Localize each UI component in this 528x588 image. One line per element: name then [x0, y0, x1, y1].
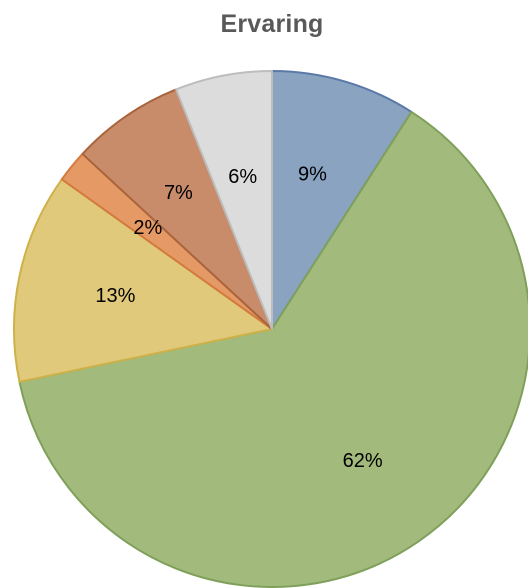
pie-labels: 9% 62% 13% 2%7% 6% [95, 164, 383, 472]
chart-title: Ervaring [220, 10, 324, 38]
pie-slice-3 [13, 178, 273, 383]
pie-slices [13, 70, 528, 588]
pie-slice-6 [175, 70, 273, 330]
pie-slice-label-2: 62% [343, 450, 383, 472]
pie-slice-1 [271, 70, 413, 330]
pie-slice-label-5: 7% [164, 182, 193, 204]
pie-slice-5 [81, 88, 273, 330]
pie-slice-label-3: 13% [95, 285, 135, 307]
pie-slice-2 [18, 110, 528, 588]
pie-slice-label-4: 2% [133, 217, 162, 239]
pie-slice-label-1: 9% [298, 164, 327, 186]
pie-slice-label-6: 6% [228, 166, 257, 188]
